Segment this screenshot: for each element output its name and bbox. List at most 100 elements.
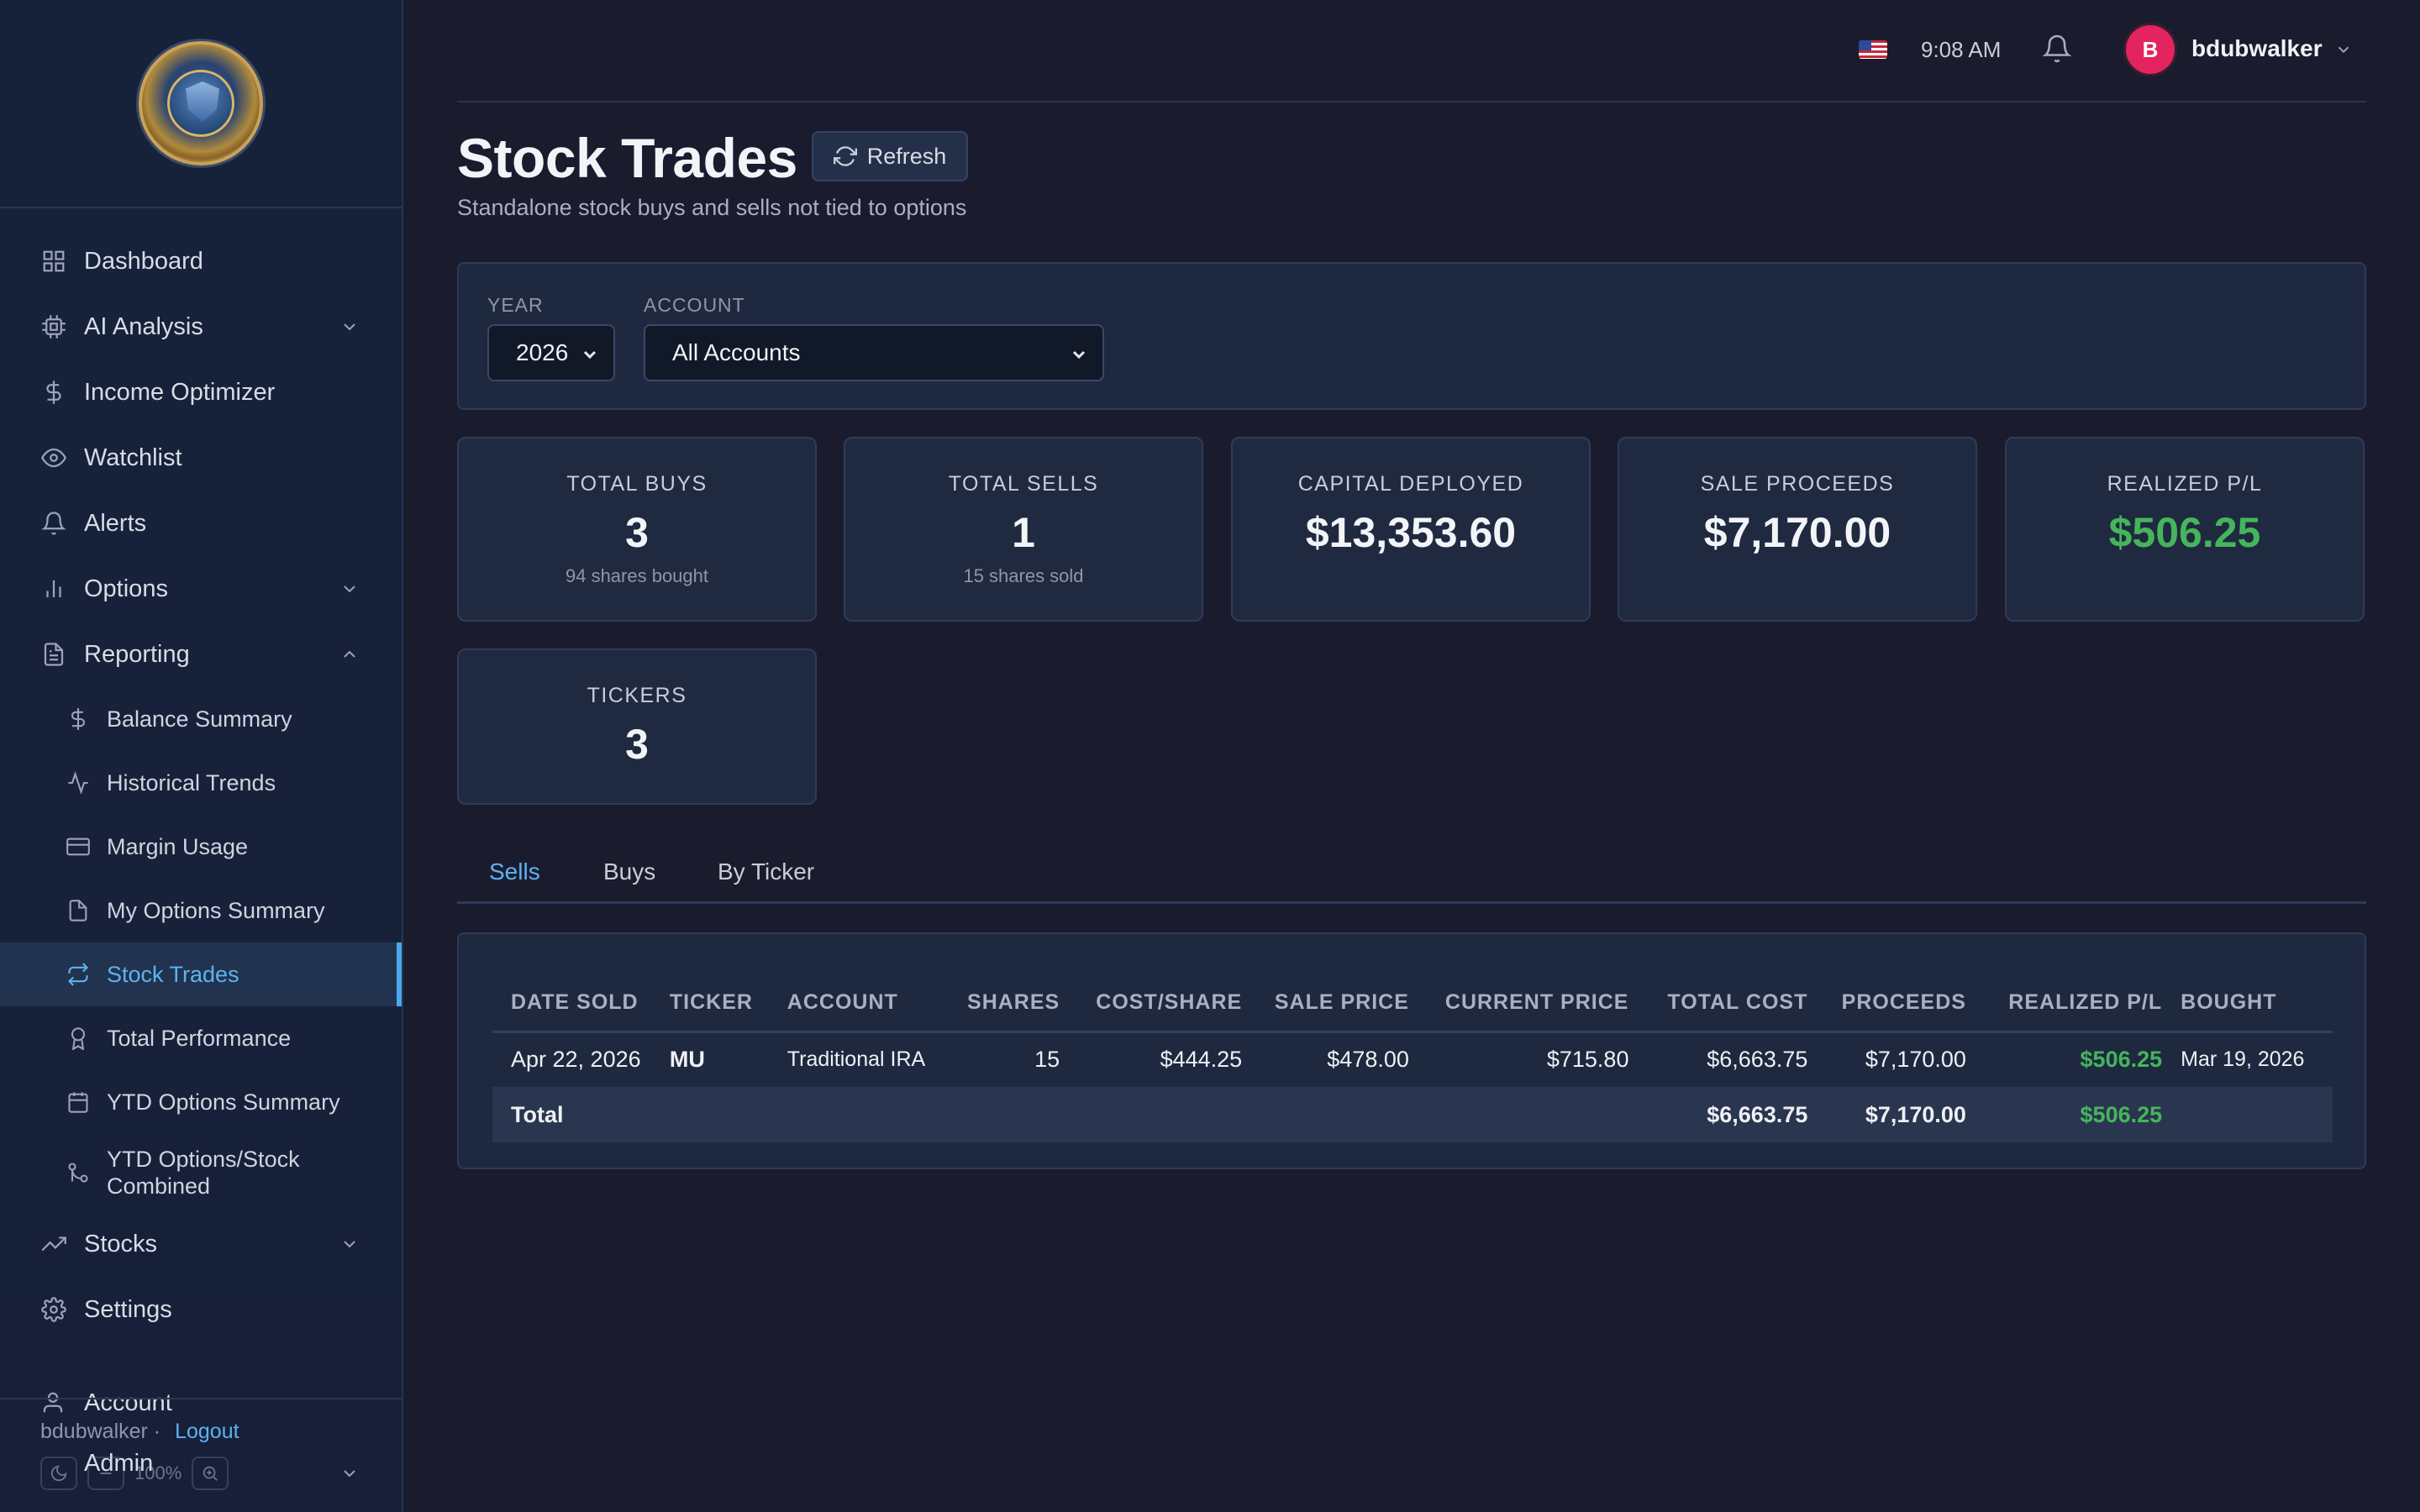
footer-username: bdubwalker · <box>40 1420 161 1443</box>
sidebar-item-settings[interactable]: Settings <box>0 1277 402 1342</box>
chevron-down-icon <box>344 1241 355 1248</box>
stat-label: SALE PROCEEDS <box>1700 472 1895 496</box>
cell-total-cost: $6,663.75 <box>1707 1047 1808 1073</box>
account-select[interactable]: All Accounts <box>644 324 1104 381</box>
stat-value: $506.25 <box>2108 509 2261 556</box>
col-date-sold[interactable]: DATE SOLD <box>492 974 670 1033</box>
col-realized-pl[interactable]: REALIZED P/L <box>1965 974 2163 1033</box>
calendar-icon <box>66 1089 91 1115</box>
cell-date-sold: Apr 22, 2026 <box>511 1047 641 1073</box>
sidebar-item-my-options-summary[interactable]: My Options Summary <box>0 879 402 942</box>
stat-label: TICKERS <box>587 684 687 707</box>
page-subtitle: Standalone stock buys and sells not tied… <box>457 195 967 220</box>
sidebar-item-stocks[interactable]: Stocks <box>0 1211 402 1277</box>
stat-card-realized-pl: REALIZED P/L $506.25 <box>2005 437 2365 622</box>
chevron-down-icon[interactable] <box>2334 40 2353 59</box>
col-bought[interactable]: BOUGHT <box>2162 974 2333 1033</box>
cell-bought: Mar 19, 2026 <box>2181 1047 2305 1072</box>
logout-link[interactable]: Logout <box>175 1420 239 1443</box>
sidebar: Dashboard AI Analysis Income Optimizer W… <box>0 0 403 1512</box>
stat-value: $7,170.00 <box>1703 509 1891 556</box>
sells-table-panel: DATE SOLD TICKER ACCOUNT SHARES COST/SHA… <box>457 932 2366 1169</box>
year-label: YEAR <box>487 294 544 316</box>
stat-card-capital-deployed: CAPITAL DEPLOYED $13,353.60 <box>1231 437 1591 622</box>
tab-sells[interactable]: Sells <box>489 858 540 885</box>
cell-sale-price: $478.00 <box>1327 1047 1409 1073</box>
stat-sub: 15 shares sold <box>963 565 1084 586</box>
sidebar-item-ytd-options-summary[interactable]: YTD Options Summary <box>0 1070 402 1134</box>
credit-card-icon <box>66 834 91 859</box>
sidebar-item-ai-analysis[interactable]: AI Analysis <box>0 294 402 360</box>
sidebar-item-label: Income Optimizer <box>84 378 276 406</box>
col-proceeds[interactable]: PROCEEDS <box>1807 974 1966 1033</box>
col-sale-price[interactable]: SALE PRICE <box>1242 974 1409 1033</box>
bell-icon[interactable] <box>2042 34 2072 64</box>
col-current-price[interactable]: CURRENT PRICE <box>1408 974 1629 1033</box>
user-menu-name[interactable]: bdubwalker <box>2191 35 2323 61</box>
sidebar-item-reporting[interactable]: Reporting <box>0 622 402 687</box>
us-flag-icon[interactable] <box>1859 40 1887 59</box>
refresh-icon <box>833 146 857 166</box>
col-shares[interactable]: SHARES <box>957 974 1060 1033</box>
chevron-up-icon <box>344 650 355 658</box>
sidebar-item-watchlist[interactable]: Watchlist <box>0 425 402 491</box>
bell-icon <box>40 510 67 537</box>
avatar[interactable]: B <box>2126 25 2175 74</box>
sidebar-item-historical-trends[interactable]: Historical Trends <box>0 751 402 815</box>
sidebar-item-ytd-options-stock-combined[interactable]: YTD Options/Stock Combined <box>0 1134 402 1211</box>
col-ticker[interactable]: TICKER <box>669 974 787 1033</box>
sidebar-item-stock-trades[interactable]: Stock Trades <box>0 942 402 1006</box>
sidebar-item-admin[interactable]: Admin <box>84 1450 153 1478</box>
theme-toggle-button[interactable] <box>40 1457 77 1490</box>
sidebar-item-income-optimizer[interactable]: Income Optimizer <box>0 360 402 425</box>
zoom-level: 100% <box>134 1462 182 1483</box>
sidebar-item-total-performance[interactable]: Total Performance <box>0 1006 402 1070</box>
sidebar-item-label: My Options Summary <box>107 897 325 923</box>
sidebar-item-alerts[interactable]: Alerts <box>0 491 402 556</box>
chevron-down-icon[interactable] <box>339 1463 360 1483</box>
trade-tabs: Sells Buys By Ticker <box>457 840 2366 904</box>
tab-by-ticker[interactable]: By Ticker <box>718 858 815 885</box>
stat-card-total-sells: TOTAL SELLS 1 15 shares sold <box>844 437 1203 622</box>
stat-label: TOTAL BUYS <box>566 472 708 496</box>
stat-value: $13,353.60 <box>1305 509 1517 556</box>
col-account[interactable]: ACCOUNT <box>786 974 958 1033</box>
year-select[interactable]: 2026 <box>487 324 615 381</box>
sidebar-item-label: Alerts <box>84 509 147 537</box>
trending-up-icon <box>40 1231 67 1257</box>
eye-icon <box>40 444 67 471</box>
tab-buys[interactable]: Buys <box>603 858 656 885</box>
grid-icon <box>40 248 67 275</box>
sidebar-item-label: Options <box>84 575 168 602</box>
gear-icon <box>40 1296 67 1323</box>
sidebar-item-options[interactable]: Options <box>0 556 402 622</box>
stat-label: TOTAL SELLS <box>948 472 1099 496</box>
refresh-button[interactable]: Refresh <box>812 131 968 181</box>
stat-sub: 94 shares bought <box>565 565 709 586</box>
git-merge-icon <box>66 1160 91 1185</box>
stat-card-sale-proceeds: SALE PROCEEDS $7,170.00 <box>1618 437 1977 622</box>
user-icon <box>40 1390 67 1417</box>
sidebar-item-label: AI Analysis <box>84 312 203 340</box>
total-proceeds: $7,170.00 <box>1807 1087 1966 1142</box>
sidebar-item-label: Balance Summary <box>107 706 292 732</box>
sidebar-item-dashboard[interactable]: Dashboard <box>0 228 402 294</box>
sidebar-nav: Dashboard AI Analysis Income Optimizer W… <box>0 208 402 1342</box>
zoom-in-button[interactable] <box>192 1457 229 1490</box>
chevron-down-icon <box>583 350 597 360</box>
app-logo[interactable] <box>139 41 263 165</box>
cpu-icon <box>40 313 67 340</box>
footer-tools: 100% <box>40 1457 229 1490</box>
table-total-row: Total $6,663.75 $7,170.00 $506.25 <box>492 1087 2333 1142</box>
col-cost-share[interactable]: COST/SHARE <box>1060 974 1243 1033</box>
sidebar-item-balance-summary[interactable]: Balance Summary <box>0 687 402 751</box>
sidebar-item-margin-usage[interactable]: Margin Usage <box>0 815 402 879</box>
sidebar-item-account[interactable]: Account <box>40 1389 172 1417</box>
cell-current-price: $715.80 <box>1546 1047 1629 1073</box>
col-total-cost[interactable]: TOTAL COST <box>1628 974 1808 1033</box>
dollar-icon <box>66 706 91 732</box>
table-row[interactable]: Apr 22, 2026 MU Traditional IRA 15 $444.… <box>492 1032 2333 1087</box>
award-icon <box>66 1026 91 1051</box>
cell-proceeds: $7,170.00 <box>1865 1047 1966 1073</box>
zoom-out-button[interactable] <box>87 1457 124 1490</box>
